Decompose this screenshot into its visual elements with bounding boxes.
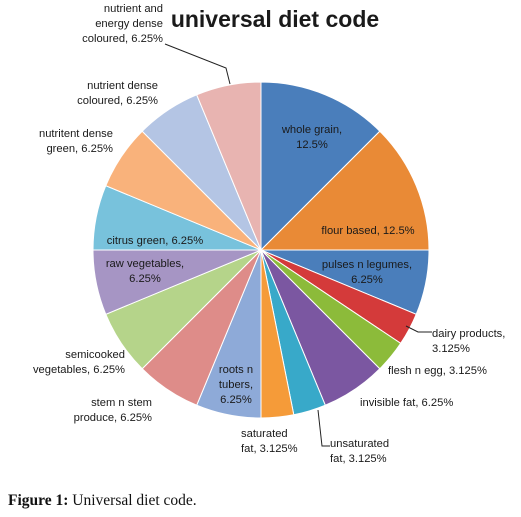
leader-line-unsaturated-fat <box>317 409 330 447</box>
leader-line-nutrient-and-energy-dense-coloured <box>164 43 231 85</box>
figure-caption: Figure 1: Universal diet code. <box>8 492 197 510</box>
slice-label-citrus-green: citrus green, 6.25% <box>107 235 203 247</box>
slice-label-whole-grain: whole grain, 12.5% <box>281 124 342 151</box>
slice-label-nutrient-dense-coloured: nutrient dense coloured, 6.25% <box>77 80 158 107</box>
slice-labels: whole grain, 12.5% flour based, 12.5% pulse… <box>33 3 505 465</box>
leader-line-dairy-products <box>405 325 432 333</box>
pie-slice-nutrient-and-energy-dense-coloured <box>196 81 262 251</box>
pie-slice-whole-grain <box>260 81 381 252</box>
slice-label-roots-n-tubers: roots n tubers, 6.25% <box>219 364 253 406</box>
slice-label-invisible-fat: invisible fat, 6.25% <box>360 397 453 409</box>
pie-chart: universal diet code whole grain, 12.5% flo… <box>33 3 505 465</box>
slice-label-pulses-n-legumes: pulses n legumes, 6.25% <box>322 259 412 286</box>
slice-label-flesh-n-egg: flesh n egg, 3.125% <box>388 365 487 377</box>
slice-label-unsaturated-fat: unsaturated fat, 3.125% <box>330 438 389 465</box>
slice-label-semicooked-vegetables: semicooked vegetables, 6.25% <box>33 349 125 376</box>
slice-label-saturated-fat: saturated fat, 3.125% <box>241 428 298 455</box>
leader-lines <box>164 43 432 447</box>
chart-title: universal diet code <box>171 6 379 32</box>
slice-label-nutritent-dense-green: nutritent dense green, 6.25% <box>39 128 113 155</box>
slice-label-stem-n-stem-produce: stem n stem produce, 6.25% <box>74 397 152 424</box>
slice-label-nutrient-and-energy-dense-coloured: nutrient and energy dense coloured, 6.25% <box>82 3 163 45</box>
slice-label-dairy-products: dairy products, 3.125% <box>432 328 505 355</box>
pie-slices <box>92 81 430 419</box>
figure-caption-label: Figure 1: <box>8 492 69 509</box>
figure-caption-text: Universal diet code. <box>68 492 197 509</box>
slice-label-flour-based: flour based, 12.5% <box>321 225 414 237</box>
slice-label-raw-vegetables: raw vegetables, 6.25% <box>106 258 184 285</box>
pie-slice-flour-based <box>259 130 430 251</box>
